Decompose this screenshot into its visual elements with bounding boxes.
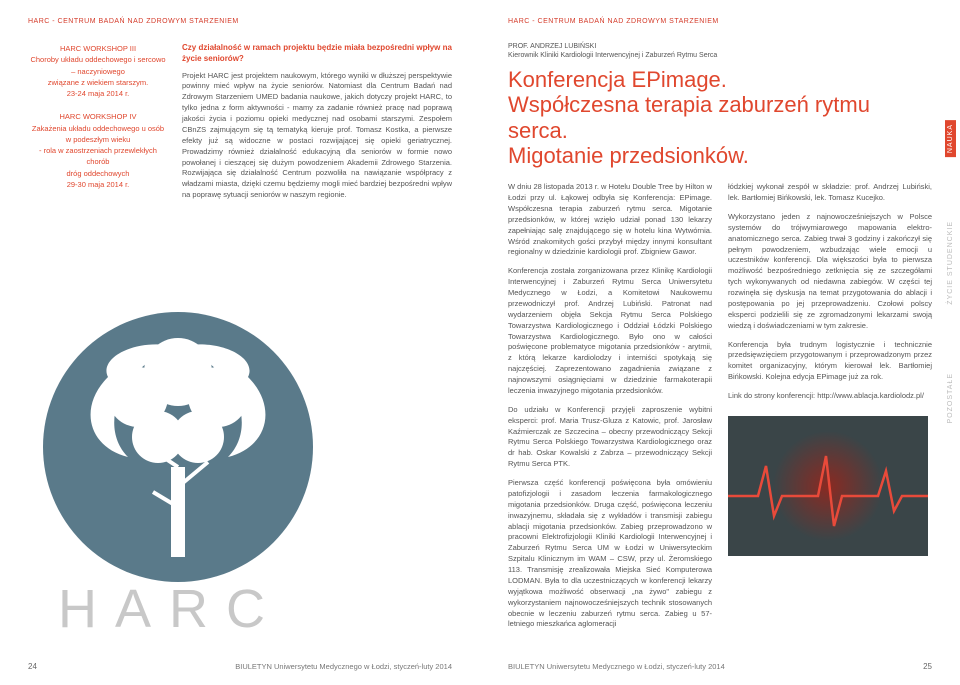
ws4-date: 29-30 maja 2014 r. [28,179,168,190]
r-c1-p3: Do udziału w Konferencji przyjęli zapros… [508,405,712,470]
question-title: Czy działalność w ramach projektu będzie… [182,43,452,65]
left-columns: HARC WORKSHOP III Choroby układu oddecho… [28,43,452,207]
tab-nauka[interactable]: NAUKA [945,120,956,157]
r-c2-p1: łódzkiej wykonał zespół w składzie: prof… [728,182,932,204]
workshop-3: HARC WORKSHOP III Choroby układu oddecho… [28,43,168,99]
ws3-title: HARC WORKSHOP III [28,43,168,54]
ws4-title: HARC WORKSHOP IV [28,111,168,122]
ws4-l3: - rola w zaostrzeniach przewlekłych chor… [28,145,168,168]
author-name: PROF. ANDRZEJ LUBIŃSKI [508,43,932,50]
right-two-columns: W dniu 28 listopada 2013 r. w Hotelu Dou… [508,182,932,638]
page-left: HARC - CENTRUM BADAŃ NAD ZDROWYM STARZEN… [0,0,480,685]
header-right: HARC - CENTRUM BADAŃ NAD ZDROWYM STARZEN… [508,18,932,25]
left-main-text: Czy działalność w ramach projektu będzie… [182,43,452,207]
ws3-l1: Choroby układu oddechowego i sercowo – n… [28,54,168,77]
ws3-date: 23-24 maja 2014 r. [28,88,168,99]
page-number-right: 25 [923,662,932,671]
right-col-2: łódzkiej wykonał zespół w składzie: prof… [728,182,932,638]
r-c1-p1: W dniu 28 listopada 2013 r. w Hotelu Dou… [508,182,712,258]
right-col-1: W dniu 28 listopada 2013 r. w Hotelu Dou… [508,182,712,638]
footer-right: BIULETYN Uniwersytetu Medycznego w Łodzi… [508,662,725,671]
side-tabs: NAUKA ŻYCIE STUDENCKIE POZOSTAŁE [945,120,956,427]
workshop-4: HARC WORKSHOP IV Zakażenia układu oddech… [28,111,168,190]
ws4-l4: dróg oddechowych [28,168,168,179]
left-body: Projekt HARC jest projektem naukowym, kt… [182,71,452,202]
page-number-left: 24 [28,662,37,671]
sidebar-workshops: HARC WORKSHOP III Choroby układu oddecho… [28,43,168,207]
r-c1-p4: Pierwsza część konferencji poświęcona by… [508,478,712,630]
title-line-1: Konferencja EPimage. [508,67,727,92]
page-right: HARC - CENTRUM BADAŃ NAD ZDROWYM STARZEN… [480,0,960,685]
footer-left: BIULETYN Uniwersytetu Medycznego w Łodzi… [235,662,452,671]
ws4-l2: w podeszłym wieku [28,134,168,145]
ecg-illustration [728,416,928,556]
r-c2-link: Link do strony konferencji: http://www.a… [728,391,932,402]
r-c1-p2: Konferencja została zorganizowana przez … [508,266,712,397]
article-title: Konferencja EPimage. Współczesna terapia… [508,67,932,168]
tab-pozostale[interactable]: POZOSTAŁE [945,369,956,428]
header-left: HARC - CENTRUM BADAŃ NAD ZDROWYM STARZEN… [28,18,452,25]
harc-label: HARC [58,579,283,637]
r-c2-p3: Konferencja była trudnym logistycznie i … [728,340,932,384]
ws4-l1: Zakażenia układu oddechowego u osób [28,123,168,134]
harc-tree-illustration: HARC [28,297,328,637]
tab-zycie[interactable]: ŻYCIE STUDENCKIE [945,217,956,309]
author-affil: Kierownik Kliniki Kardiologii Interwency… [508,52,932,59]
title-line-3: Migotanie przedsionków. [508,143,749,168]
title-line-2: Współczesna terapia zaburzeń rytmu serca… [508,92,870,142]
r-c2-p2: Wykorzystano jeden z najnowocześniejszyc… [728,212,932,332]
ws3-l2: związane z wiekiem starszym. [28,77,168,88]
